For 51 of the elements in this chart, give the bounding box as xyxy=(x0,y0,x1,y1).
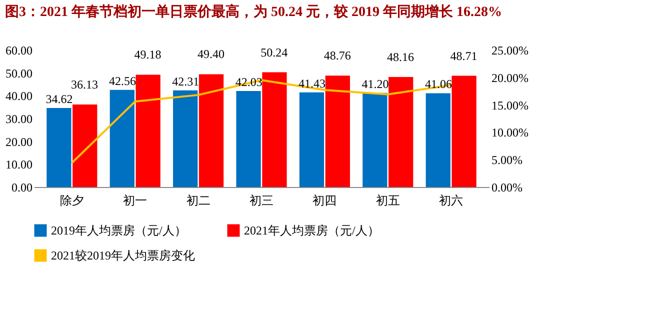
data-label: 34.62 xyxy=(46,92,73,106)
y2-tick-label: 10.00% xyxy=(492,126,528,140)
data-label: 50.24 xyxy=(260,45,288,60)
y-tick-label: 40.00 xyxy=(6,89,32,104)
bar xyxy=(198,74,224,187)
y2-tick-label: 5.00% xyxy=(492,153,522,168)
bar xyxy=(236,91,261,187)
data-label: 48.76 xyxy=(324,48,351,63)
data-label: 49.40 xyxy=(197,47,224,62)
chart-title: 图3：2021 年春节档初一单日票价最高，为 50.24 元，较 2019 年同期增长 16.28% xyxy=(5,3,502,20)
x-tick-label: 初二 xyxy=(186,194,210,208)
y-tick-label: 10.00 xyxy=(6,158,32,172)
y-tick-label: 60.00 xyxy=(6,44,32,58)
bar xyxy=(173,90,198,187)
x-tick-label: 初一 xyxy=(123,194,148,208)
y-tick-label: 0.00 xyxy=(12,180,32,194)
data-label: 48.16 xyxy=(387,50,414,64)
data-label: 42.31 xyxy=(172,74,200,88)
bar xyxy=(426,93,450,187)
x-tick-label: 初六 xyxy=(439,194,464,208)
data-label: 49.18 xyxy=(134,48,162,62)
data-label: 36.13 xyxy=(71,78,98,92)
x-tick-label: 初五 xyxy=(376,194,400,208)
legend-label: 2019年人均票房（元/人） xyxy=(51,224,186,238)
y2-tick-label: 20.00% xyxy=(492,70,528,85)
data-label: 48.71 xyxy=(450,48,478,63)
bar xyxy=(110,90,134,187)
bar xyxy=(262,72,287,187)
bar xyxy=(325,76,350,187)
y2-tick-label: 25.00% xyxy=(492,44,528,58)
bar xyxy=(452,76,476,187)
legend-label: 2021较2019年人均票房变化 xyxy=(51,248,195,262)
y-tick-label: 30.00 xyxy=(6,112,32,126)
data-label: 42.56 xyxy=(108,74,136,88)
bar xyxy=(72,104,98,187)
y-tick-label: 20.00 xyxy=(6,134,32,149)
x-tick-label: 初四 xyxy=(312,194,337,208)
bar xyxy=(136,74,160,187)
y2-tick-label: 15.00% xyxy=(492,98,528,112)
x-tick-label: 初三 xyxy=(250,194,274,208)
bar xyxy=(362,92,388,187)
x-tick-label: 除夕 xyxy=(60,194,84,208)
legend-label: 2021年人均票房（元/人） xyxy=(244,224,380,238)
line-series xyxy=(70,79,452,164)
y-tick-label: 50.00 xyxy=(6,66,32,80)
y2-tick-label: 0.00% xyxy=(492,180,522,194)
bar xyxy=(299,92,324,187)
data-label: 41.20 xyxy=(362,76,389,91)
bar xyxy=(388,77,414,187)
data-label: 41.43 xyxy=(298,76,326,90)
bar xyxy=(46,108,72,187)
